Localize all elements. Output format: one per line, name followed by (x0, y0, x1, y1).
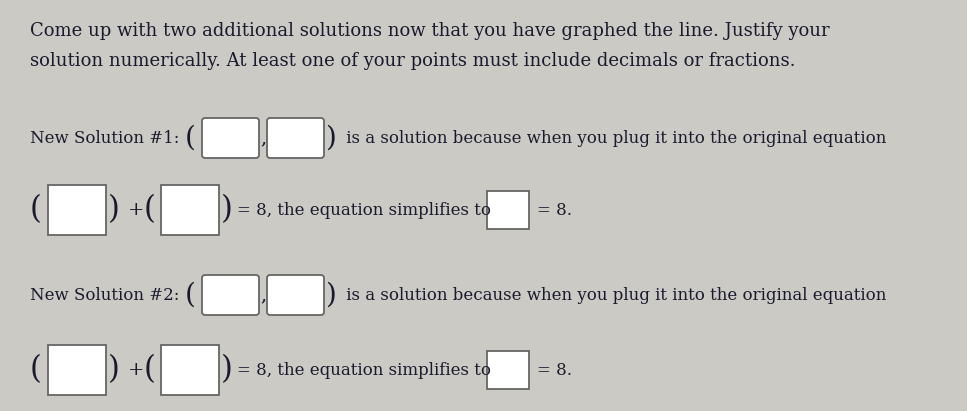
Text: (: ( (30, 194, 42, 226)
Text: ): ) (221, 194, 233, 226)
FancyBboxPatch shape (202, 275, 259, 315)
Text: +: + (128, 361, 144, 379)
Text: ): ) (108, 355, 120, 386)
Text: +: + (128, 201, 144, 219)
FancyBboxPatch shape (487, 191, 529, 229)
FancyBboxPatch shape (161, 345, 219, 395)
Text: New Solution #2:: New Solution #2: (30, 286, 185, 303)
Text: = 8.: = 8. (537, 201, 572, 219)
Text: = 8, the equation simplifies to: = 8, the equation simplifies to (237, 201, 491, 219)
Text: (: ( (30, 355, 42, 386)
Text: ): ) (221, 355, 233, 386)
FancyBboxPatch shape (267, 118, 324, 158)
Text: solution numerically. At least one of your points must include decimals or fract: solution numerically. At least one of yo… (30, 52, 796, 70)
Text: is a solution because when you plug it into the original equation: is a solution because when you plug it i… (341, 129, 887, 146)
Text: (: ( (144, 194, 156, 226)
Text: ): ) (325, 282, 336, 309)
Text: ,: , (260, 286, 266, 304)
FancyBboxPatch shape (267, 275, 324, 315)
Text: (: ( (185, 125, 196, 152)
Text: ): ) (325, 125, 336, 152)
Text: ,: , (260, 129, 266, 147)
Text: New Solution #1:: New Solution #1: (30, 129, 185, 146)
Text: = 8, the equation simplifies to: = 8, the equation simplifies to (237, 362, 491, 379)
Text: ): ) (108, 194, 120, 226)
FancyBboxPatch shape (48, 185, 106, 235)
Text: (: ( (185, 282, 196, 309)
Text: = 8.: = 8. (537, 362, 572, 379)
FancyBboxPatch shape (48, 345, 106, 395)
Text: is a solution because when you plug it into the original equation: is a solution because when you plug it i… (341, 286, 887, 303)
Text: Come up with two additional solutions now that you have graphed the line. Justif: Come up with two additional solutions no… (30, 22, 830, 40)
FancyBboxPatch shape (161, 185, 219, 235)
FancyBboxPatch shape (202, 118, 259, 158)
FancyBboxPatch shape (487, 351, 529, 389)
Text: (: ( (144, 355, 156, 386)
